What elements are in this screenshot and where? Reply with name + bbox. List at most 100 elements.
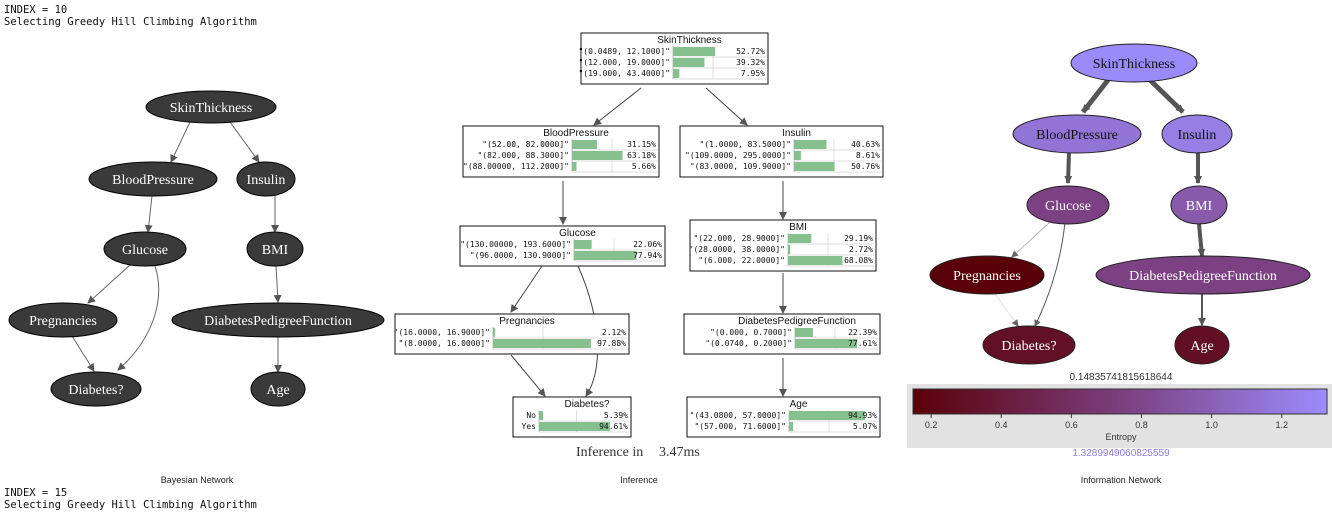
cpt-probability-bar <box>673 47 716 56</box>
cpt-table-skin[interactable]: SkinThickness"(0.0489, 12.1000]" 52.72% "(… <box>578 32 769 85</box>
cpt-table-title: Glucose <box>559 228 596 239</box>
cpt-table-title: Pregnancies <box>499 316 555 327</box>
info-node-insulin[interactable]: Insulin <box>1161 114 1233 154</box>
caption-bayesian-network: Bayesian Network <box>161 475 234 485</box>
cpt-percent-label: 5.39% <box>604 411 628 420</box>
bayes-node-bmi[interactable]: BMI <box>246 231 304 267</box>
cpt-state-label: "(130.00000, 193.6000]" <box>460 240 571 249</box>
cpt-table-title: BMI <box>789 222 807 233</box>
node-label: DiabetesPedigreeFunction <box>1129 269 1277 284</box>
node-label: SkinThickness <box>1093 57 1175 72</box>
cpt-table-insulin[interactable]: Insulin"(1.0000, 83.5000]" 40.63% "(109.00… <box>679 125 884 178</box>
cpt-state-label: "(8.0000, 16.0000]" <box>398 339 490 348</box>
cpt-state-label: "(43.0800, 57.0000]" <box>690 411 786 420</box>
cpt-table-bp[interactable]: BloodPressure"(52.00, 82.0000]" 31.15% "(8… <box>462 125 660 178</box>
info-node-bloodpressure[interactable]: BloodPressure <box>1012 114 1142 154</box>
entropy-min-value: 0.14835741815618644 <box>1070 372 1173 383</box>
inference-time-label: Inference in <box>576 445 643 460</box>
cpt-table-title: Diabetes? <box>564 399 609 410</box>
cpt-probability-bar <box>788 245 791 254</box>
node-label: BMI <box>1186 199 1213 214</box>
info-node-diabetes[interactable]: Diabetes? <box>982 325 1076 365</box>
cpt-table-title: Insulin <box>782 128 811 139</box>
bayes-node-glucose[interactable]: Glucose <box>103 231 187 267</box>
bayes-node-bloodpressure[interactable]: BloodPressure <box>88 161 218 197</box>
cpt-probability-bar <box>539 411 544 420</box>
node-label: Glucose <box>1045 199 1091 214</box>
cpt-table-title: SkinThickness <box>657 35 721 46</box>
cpt-percent-label: 7.95% <box>741 69 765 78</box>
cpt-probability-bar <box>574 240 592 249</box>
info-node-pregnancies[interactable]: Pregnancies <box>929 255 1045 295</box>
cpt-table-preg[interactable]: Pregnancies "(16.0000, 16.9000]" 2.12% "(8.… <box>394 313 630 355</box>
cpt-table-title: DiabetesPedigreeFunction <box>738 316 856 327</box>
cpt-percent-label: 68.08% <box>844 256 873 265</box>
cpt-percent-label: 77.61% <box>848 339 877 348</box>
bayes-node-skinthickness[interactable]: SkinThickness <box>145 90 277 124</box>
cpt-table-diab[interactable]: Diabetes? No 5.39% Yes 94.61% <box>512 396 632 438</box>
bayes-node-insulin[interactable]: Insulin <box>236 161 296 197</box>
cpt-probability-bar <box>795 339 858 348</box>
cpt-state-label: "(82.000, 88.3000]" <box>477 151 569 160</box>
cpt-percent-label: 50.76% <box>851 162 880 171</box>
info-node-age[interactable]: Age <box>1174 325 1230 365</box>
cpt-percent-label: 5.66% <box>632 162 656 171</box>
cpt-percent-label: 29.19% <box>844 234 873 243</box>
cpt-probability-bar <box>795 328 813 337</box>
node-label: Diabetes? <box>1001 339 1056 354</box>
bayesian-network-panel: SkinThickness BloodPressure Insulin Gluc… <box>8 90 385 485</box>
node-label: Glucose <box>122 243 168 258</box>
cpt-probability-bar <box>788 256 843 265</box>
information-network-panel: SkinThickness BloodPressure Insulin Gluc… <box>907 43 1332 485</box>
cpt-probability-bar <box>788 234 812 243</box>
cpt-state-label: "(109.0000, 295.0000]" <box>685 151 791 160</box>
cpt-table-age[interactable]: Age "(43.0800, 57.0000]" 94.93% "(57.000, 7… <box>686 396 881 438</box>
bayes-node-pregnancies[interactable]: Pregnancies <box>8 302 118 338</box>
info-node-diabetespedigreefunction[interactable]: DiabetesPedigreeFunction <box>1095 255 1311 295</box>
log-bottom: INDEX = 15 Selecting Greedy Hill Climbing… <box>4 487 257 511</box>
bayes-node-diabetespedigreefunction[interactable]: DiabetesPedigreeFunction <box>171 302 385 338</box>
cpt-state-label: "(22.000, 28.9000]" <box>693 234 785 243</box>
cpt-state-label: "(0.000, 0.7000]" <box>710 328 792 337</box>
cpt-probability-bar <box>539 422 610 431</box>
info-node-glucose[interactable]: Glucose <box>1026 185 1110 225</box>
node-label: Insulin <box>1178 128 1217 143</box>
cpt-probability-bar <box>794 162 835 171</box>
cpt-percent-label: 97.88% <box>597 339 626 348</box>
cpt-percent-label: 5.07% <box>853 422 877 431</box>
cpt-state-label: "(19.000, 43.4000]" <box>578 69 670 78</box>
cpt-table-title: BloodPressure <box>543 128 609 139</box>
node-label: Diabetes? <box>68 383 123 398</box>
caption-information-network: Information Network <box>1081 475 1162 485</box>
colorbar-tick-label: 0.8 <box>1135 420 1148 430</box>
cpt-table-bmi[interactable]: BMI "(22.000, 28.9000]" 29.19% "(28.0000, 3… <box>689 219 877 272</box>
colorbar-tick-label: 1.0 <box>1205 420 1218 430</box>
cpt-state-label: "(16.0000, 16.9000]" <box>394 328 490 337</box>
cpt-state-label: "(12.000, 19.0000]" <box>578 58 670 67</box>
bayes-node-age[interactable]: Age <box>250 371 306 407</box>
cpt-table-dpf[interactable]: DiabetesPedigreeFunction"(0.000, 0.7000]… <box>683 313 881 355</box>
cpt-state-label: "(0.0489, 12.1000]" <box>578 47 670 56</box>
log-line: INDEX = 10 <box>4 4 68 16</box>
cpt-probability-bar <box>673 58 705 67</box>
node-label: SkinThickness <box>170 101 252 116</box>
node-label: BMI <box>262 243 289 258</box>
cpt-percent-label: 63.18% <box>627 151 656 160</box>
colorbar-tick-label: 1.2 <box>1276 420 1289 430</box>
cpt-probability-bar <box>673 69 680 78</box>
bayes-node-diabetes[interactable]: Diabetes? <box>50 371 142 407</box>
cpt-table-title: Age <box>790 399 808 410</box>
cpt-percent-label: 52.72% <box>736 47 765 56</box>
colorbar-tick-label: 0.6 <box>1065 420 1078 430</box>
info-node-skinthickness[interactable]: SkinThickness <box>1070 43 1198 83</box>
info-node-bmi[interactable]: BMI <box>1170 185 1228 225</box>
entropy-colorbar <box>912 388 1328 415</box>
node-label: Pregnancies <box>953 269 1021 284</box>
entropy-max-value: 1.3289949060825559 <box>1072 448 1170 459</box>
node-label: Pregnancies <box>29 314 97 329</box>
cpt-state-label: "(96.0000, 130.9000]" <box>470 251 571 260</box>
cpt-table-glucose[interactable]: Glucose"(130.00000, 193.6000]" 22.06% "(96… <box>459 225 666 267</box>
cpt-percent-label: 22.39% <box>848 328 877 337</box>
node-label: BloodPressure <box>112 173 194 188</box>
node-label: BloodPressure <box>1036 128 1118 143</box>
